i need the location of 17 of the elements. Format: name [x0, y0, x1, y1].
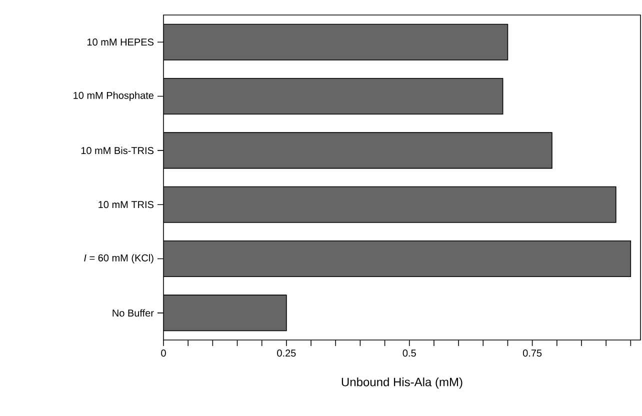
x-tick-label: 0.25 — [277, 350, 296, 357]
bar — [164, 294, 287, 332]
x-axis-title: Unbound His-Ala (mM) — [342, 377, 462, 389]
y-tick-label: 10 mM TRIS — [98, 201, 154, 208]
y-tick-label: I = 60 mM (KCl) — [84, 254, 154, 264]
bar — [164, 24, 508, 60]
bar — [164, 132, 552, 169]
y-tick-label: No Buffer — [112, 309, 154, 317]
x-tick-label: 0.75 — [522, 350, 542, 357]
y-tick-label: 10 mM Phosphate — [74, 92, 154, 101]
bar — [164, 240, 632, 278]
y-tick-label: 10 mM HEPES — [88, 38, 154, 46]
bar — [164, 78, 504, 115]
x-tick-label: 0 — [161, 350, 166, 357]
bar — [164, 186, 616, 223]
x-tick-label: 0.5 — [402, 350, 416, 357]
y-tick-label: 10 mM Bis-TRIS — [81, 146, 154, 154]
